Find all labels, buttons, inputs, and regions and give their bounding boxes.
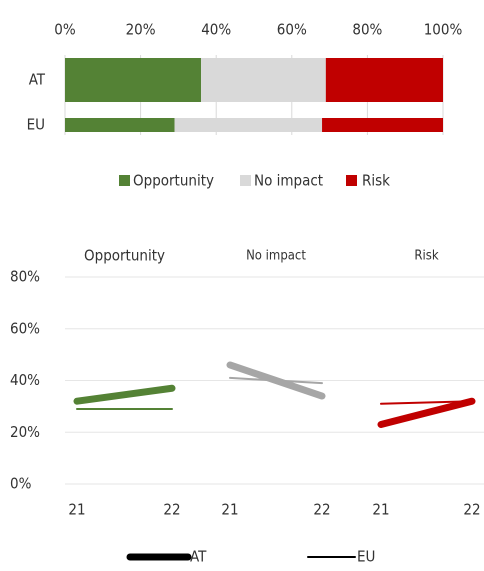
x-tick-label: 22	[163, 501, 180, 519]
bar-segment	[201, 58, 326, 102]
x-tick-label: 40%	[201, 21, 231, 39]
y-tick-label: 0%	[10, 475, 32, 493]
panel-title: Opportunity	[84, 247, 165, 265]
x-tick-label: 0%	[54, 21, 76, 39]
legend-swatch	[240, 175, 251, 186]
panel-title: Risk	[414, 249, 438, 264]
x-tick-label: 21	[68, 501, 85, 519]
legend-label: AT	[190, 548, 207, 566]
x-tick-label: 80%	[352, 21, 382, 39]
bar-segment	[65, 58, 202, 102]
slope-line	[377, 397, 476, 428]
category-label: AT	[29, 71, 46, 89]
x-tick-label: 20%	[126, 21, 156, 39]
legend-label: EU	[357, 548, 375, 566]
category-label: EU	[27, 116, 45, 134]
y-tick-label: 20%	[10, 423, 40, 441]
x-tick-label: 21	[372, 501, 389, 519]
legend-swatch	[119, 175, 130, 186]
legend-label: No impact	[254, 172, 323, 190]
legend-label: Risk	[362, 172, 390, 190]
bar-segment	[322, 118, 443, 132]
legend-swatch	[346, 175, 357, 186]
slope-line	[380, 400, 473, 405]
y-tick-label: 60%	[10, 319, 40, 337]
y-tick-label: 80%	[10, 268, 40, 286]
x-tick-label: 22	[463, 501, 480, 519]
panel-title: No impact	[246, 249, 306, 264]
x-tick-label: 100%	[424, 21, 463, 39]
bar-segment	[174, 118, 323, 132]
bar-segment	[65, 118, 175, 132]
x-tick-label: 21	[221, 501, 238, 519]
legend-label: Opportunity	[133, 172, 214, 190]
slope-line	[73, 384, 176, 405]
bar-segment	[325, 58, 443, 102]
y-tick-label: 40%	[10, 371, 40, 389]
x-tick-label: 22	[313, 501, 330, 519]
x-tick-label: 60%	[277, 21, 307, 39]
slope-line	[229, 376, 323, 385]
